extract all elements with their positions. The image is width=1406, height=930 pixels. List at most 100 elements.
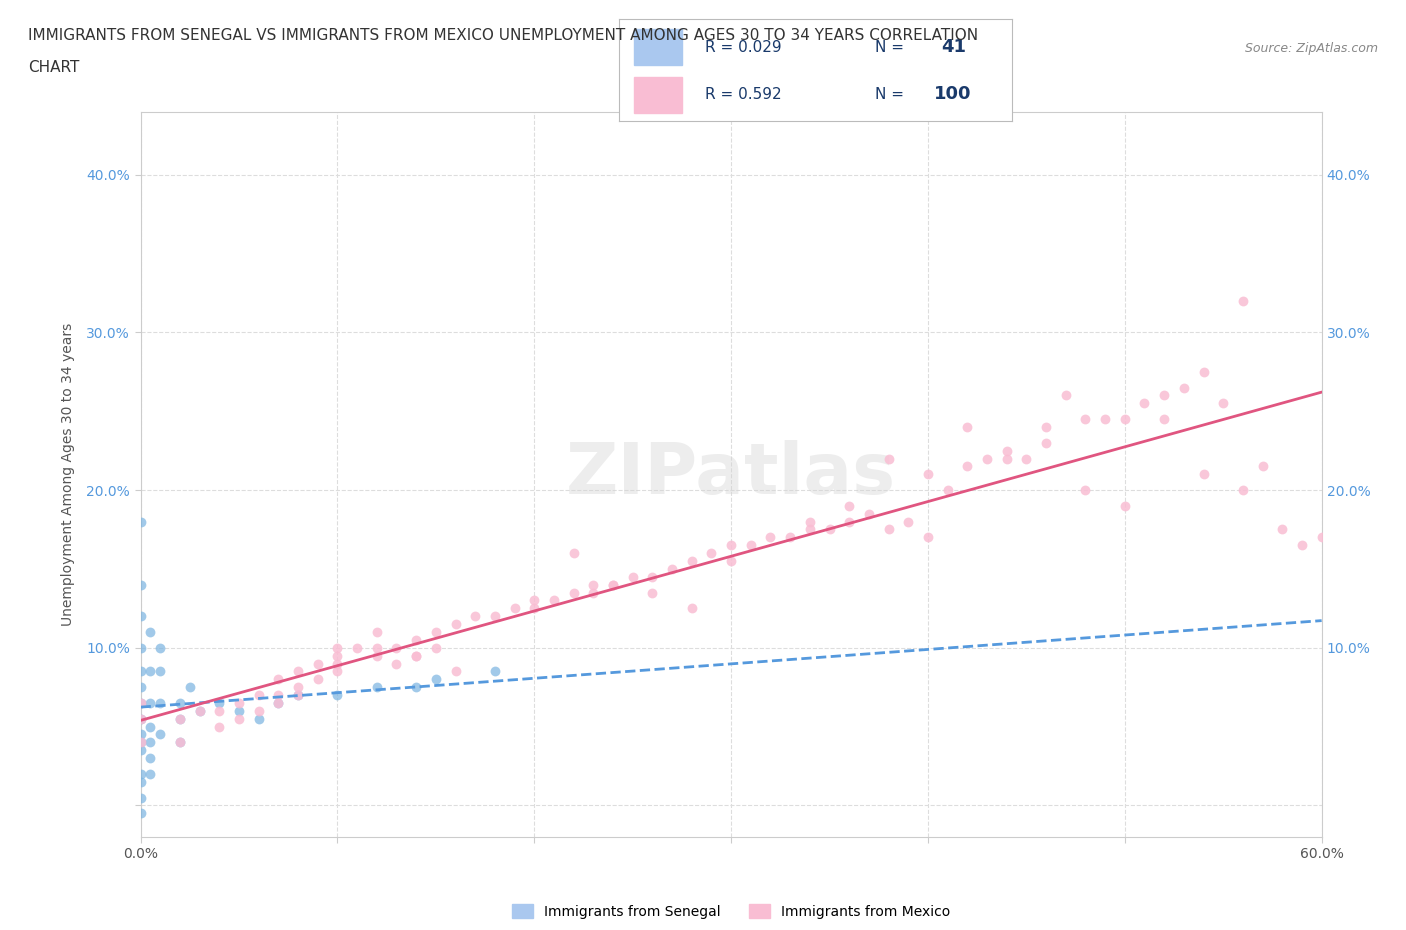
Point	[799, 522, 821, 537]
Point	[1153, 412, 1175, 427]
Point	[149, 664, 172, 679]
Point	[129, 641, 152, 656]
Point	[188, 703, 211, 718]
Point	[366, 641, 388, 656]
Point	[425, 625, 447, 640]
Point	[523, 593, 546, 608]
Point	[129, 609, 152, 624]
Point	[1015, 451, 1038, 466]
Point	[139, 625, 162, 640]
Point	[326, 687, 349, 702]
Point	[641, 569, 664, 584]
Point	[129, 806, 152, 821]
Point	[129, 727, 152, 742]
Point	[543, 593, 565, 608]
FancyBboxPatch shape	[634, 29, 682, 65]
Point	[129, 790, 152, 805]
Point	[129, 696, 152, 711]
Point	[129, 680, 152, 695]
Point	[405, 648, 427, 663]
Point	[582, 585, 605, 600]
Point	[1114, 498, 1136, 513]
FancyBboxPatch shape	[634, 77, 682, 113]
Point	[208, 703, 231, 718]
Point	[503, 601, 526, 616]
Point	[1035, 419, 1057, 434]
Point	[838, 514, 860, 529]
Text: R = 0.592: R = 0.592	[706, 86, 782, 101]
Point	[188, 703, 211, 718]
Point	[129, 775, 152, 790]
Point	[129, 766, 152, 781]
Point	[484, 609, 506, 624]
Text: ZIPatlas: ZIPatlas	[567, 440, 896, 509]
Point	[484, 664, 506, 679]
Point	[799, 514, 821, 529]
Point	[287, 687, 309, 702]
Point	[149, 727, 172, 742]
Point	[129, 735, 152, 750]
Point	[307, 656, 329, 671]
Point	[169, 696, 191, 711]
Point	[366, 625, 388, 640]
Text: CHART: CHART	[28, 60, 80, 75]
Point	[129, 711, 152, 726]
Point	[208, 696, 231, 711]
Point	[582, 578, 605, 592]
Point	[720, 553, 742, 568]
Point	[917, 467, 939, 482]
Point	[1153, 388, 1175, 403]
Point	[129, 711, 152, 726]
Point	[139, 766, 162, 781]
Text: R = 0.029: R = 0.029	[706, 40, 782, 55]
Point	[444, 617, 467, 631]
Point	[149, 641, 172, 656]
Point	[346, 641, 368, 656]
Point	[1251, 459, 1274, 474]
Point	[523, 601, 546, 616]
Point	[139, 751, 162, 765]
Point	[1310, 530, 1333, 545]
Point	[877, 451, 900, 466]
Point	[621, 569, 644, 584]
Point	[139, 719, 162, 734]
Point	[287, 664, 309, 679]
Point	[139, 735, 162, 750]
Point	[247, 703, 270, 718]
Point	[641, 585, 664, 600]
Point	[129, 578, 152, 592]
Point	[385, 641, 408, 656]
Point	[326, 656, 349, 671]
Point	[129, 743, 152, 758]
Point	[228, 711, 250, 726]
Point	[1291, 538, 1313, 552]
Point	[700, 546, 723, 561]
Text: N =: N =	[875, 86, 904, 101]
Point	[129, 514, 152, 529]
Point	[267, 671, 290, 686]
Point	[661, 562, 683, 577]
Text: 100: 100	[934, 86, 972, 103]
Point	[267, 687, 290, 702]
Point	[818, 522, 841, 537]
Point	[1054, 388, 1077, 403]
Point	[139, 696, 162, 711]
Text: 41: 41	[942, 38, 966, 56]
Point	[366, 648, 388, 663]
Legend: Immigrants from Senegal, Immigrants from Mexico: Immigrants from Senegal, Immigrants from…	[506, 898, 956, 924]
Point	[562, 546, 585, 561]
Point	[247, 711, 270, 726]
Y-axis label: Unemployment Among Ages 30 to 34 years: Unemployment Among Ages 30 to 34 years	[62, 323, 75, 626]
Point	[228, 703, 250, 718]
Point	[405, 680, 427, 695]
Text: IMMIGRANTS FROM SENEGAL VS IMMIGRANTS FROM MEXICO UNEMPLOYMENT AMONG AGES 30 TO : IMMIGRANTS FROM SENEGAL VS IMMIGRANTS FR…	[28, 28, 979, 43]
Point	[562, 585, 585, 600]
Point	[897, 514, 920, 529]
Point	[838, 498, 860, 513]
Point	[405, 632, 427, 647]
Point	[326, 664, 349, 679]
Point	[287, 680, 309, 695]
Point	[307, 671, 329, 686]
Point	[779, 530, 801, 545]
Point	[326, 648, 349, 663]
